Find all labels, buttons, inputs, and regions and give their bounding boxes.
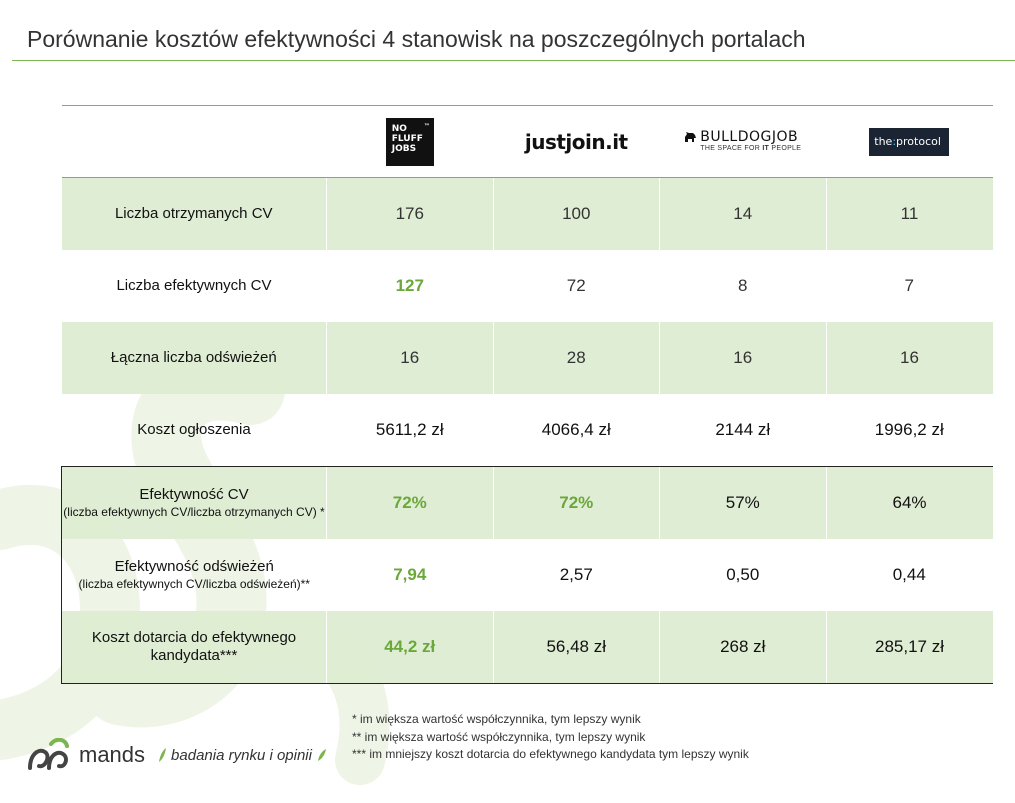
table-row: Koszt dotarcia do efektywnego kandydata*…	[61, 611, 993, 684]
portal-header-theprotocol: the:protocol	[826, 106, 993, 178]
justjoinit-logo: justjoin.it	[524, 129, 628, 154]
table-cell: 28	[492, 322, 660, 394]
page-title: Porównanie kosztów efektywności 4 stanow…	[27, 26, 806, 52]
table-cell: 44,2 zł	[326, 611, 493, 684]
table-header-row: ™ NO FLUFF JOBS justjoin.it BULLDOGJOB T…	[61, 105, 993, 178]
brand-tagline: badania rynku i opinii	[171, 746, 312, 764]
table-cell: 16	[659, 322, 826, 394]
table-cell: 5611,2 zł	[375, 420, 444, 439]
leaf-slash-icon	[159, 748, 167, 762]
row-label: Łączna liczba odświeżeń	[61, 322, 327, 394]
table-cell: 268 zł	[659, 611, 826, 684]
portal-header-nofluffjobs: ™ NO FLUFF JOBS	[327, 106, 494, 178]
table-cell: 7,94	[393, 565, 427, 584]
row-label: Liczba efektywnych CV	[116, 277, 272, 294]
bulldog-icon	[685, 131, 697, 142]
row-label: Efektywność odświeżeń (liczba efektywnych…	[61, 539, 327, 611]
table-cell: 72%	[326, 466, 493, 539]
row-label: Koszt dotarcia do efektywnego kandydata*…	[61, 611, 327, 684]
table-cell: 4066,4 zł	[541, 420, 611, 439]
table-cell: 7	[904, 276, 914, 295]
row-label: Liczba otrzymanych CV	[61, 177, 327, 250]
table-row: Liczba efektywnych CV 127 72 8 7	[62, 250, 993, 322]
leaf-icon	[317, 749, 326, 761]
footnotes: * im większa wartość współczynnika, tym …	[352, 711, 749, 764]
table-cell: 64%	[825, 466, 993, 539]
table-cell: 16	[825, 322, 993, 394]
table-cell: 0,50	[726, 565, 760, 584]
footnote: ** im większa wartość współczynnika, tym…	[352, 729, 646, 744]
table-cell: 0,44	[892, 565, 926, 584]
table-cell: 2144 zł	[715, 420, 771, 439]
footnote: * im większa wartość współczynnika, tym …	[352, 712, 641, 726]
table-cell: 8	[738, 276, 748, 295]
table-cell: 1996,2 zł	[874, 420, 944, 439]
table-cell: 11	[825, 177, 993, 250]
table-cell: 57%	[659, 466, 826, 539]
table-cell: 2,57	[559, 565, 593, 584]
footnote: *** im mniejszy koszt dotarcia do efekty…	[352, 747, 749, 761]
theprotocol-logo: the:protocol	[869, 127, 950, 156]
table-row: Efektywność CV (liczba efektywnych CV/lic…	[61, 466, 993, 539]
table-cell: 176	[326, 177, 493, 250]
comparison-table: ™ NO FLUFF JOBS justjoin.it BULLDOGJOB T…	[61, 105, 993, 684]
table-cell: 56,48 zł	[492, 611, 660, 684]
table-row: Koszt ogłoszenia 5611,2 zł 4066,4 zł 214…	[62, 394, 993, 467]
brand-name: mands	[79, 742, 146, 767]
row-label: Koszt ogłoszenia	[137, 421, 251, 438]
brand-footer: mands badania rynku i opinii	[27, 738, 327, 772]
bulldogjob-logo: BULLDOGJOB THE SPACE FOR IT PEOPLE	[684, 129, 801, 152]
table-cell: 100	[492, 177, 660, 250]
table-row: Efektywność odświeżeń (liczba efektywnych…	[61, 539, 993, 611]
table-row: Liczba otrzymanych CV 176 100 14 11	[61, 177, 993, 250]
table-cell: 16	[326, 322, 493, 394]
table-row: Łączna liczba odświeżeń 16 28 16 16	[61, 322, 993, 394]
portal-header-bulldogjob: BULLDOGJOB THE SPACE FOR IT PEOPLE	[660, 106, 827, 178]
table-cell: 285,17 zł	[825, 611, 993, 684]
title-divider	[12, 60, 1015, 61]
table-cell: 127	[395, 276, 424, 295]
header-empty-cell	[62, 106, 327, 178]
nofluffjobs-logo: ™ NO FLUFF JOBS	[385, 117, 434, 166]
table-cell: 72	[566, 276, 586, 295]
mands-logo-icon	[28, 738, 69, 770]
portal-header-justjoinit: justjoin.it	[493, 106, 660, 178]
row-label: Efektywność CV (liczba efektywnych CV/lic…	[61, 466, 327, 539]
table-cell: 72%	[492, 466, 660, 539]
table-cell: 14	[659, 177, 826, 250]
